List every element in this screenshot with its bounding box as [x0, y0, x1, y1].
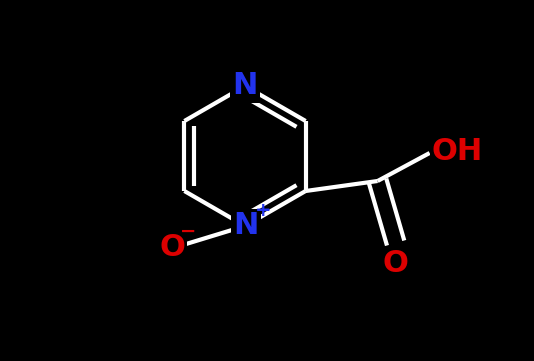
Text: N: N	[233, 212, 258, 240]
Text: OH: OH	[432, 136, 483, 165]
Text: N: N	[232, 71, 258, 100]
Text: +: +	[255, 200, 271, 219]
Text: −: −	[180, 222, 196, 240]
Text: O: O	[159, 234, 185, 262]
Text: O: O	[383, 248, 409, 278]
